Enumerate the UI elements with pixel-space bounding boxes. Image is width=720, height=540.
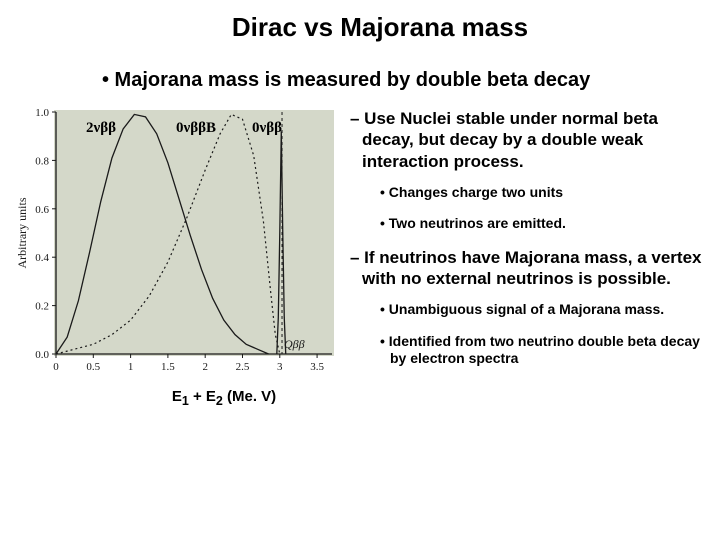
svg-text:0.4: 0.4: [35, 252, 49, 264]
label-0nubb: 0νββ: [252, 120, 282, 137]
content-row: 0.0 0.2 0.4 0.6 0.8 1.0 0 0.5 1 1.5 2 2.5 3 3.5 Arbitr…: [14, 102, 706, 408]
svg-text:0.8: 0.8: [35, 155, 49, 167]
chart-wrap: 0.0 0.2 0.4 0.6 0.8 1.0 0 0.5 1 1.5 2 2.5 3 3.5 Arbitr…: [14, 102, 344, 382]
bullet-level3: • Two neutrinos are emitted.: [380, 215, 706, 233]
bullet-level3: • Changes charge two units: [380, 184, 706, 202]
bullet-level1: • Majorana mass is measured by double be…: [102, 69, 706, 92]
svg-text:1.5: 1.5: [161, 361, 175, 373]
spectrum-chart: 0.0 0.2 0.4 0.6 0.8 1.0 0 0.5 1 1.5 2 2.5 3 3.5 Arbitr…: [14, 102, 344, 382]
svg-text:0: 0: [53, 361, 59, 373]
svg-text:1.0: 1.0: [35, 107, 49, 119]
svg-text:2.5: 2.5: [236, 361, 250, 373]
svg-text:0.0: 0.0: [35, 349, 49, 361]
slide-title: Dirac vs Majorana mass: [14, 12, 706, 43]
text-column: – Use Nuclei stable under normal beta de…: [344, 102, 706, 382]
label-0nubbB: 0νββB: [176, 120, 216, 137]
bullet-level3: • Identified from two neutrino double be…: [380, 333, 706, 368]
svg-text:0.5: 0.5: [86, 361, 100, 373]
chart-column: 0.0 0.2 0.4 0.6 0.8 1.0 0 0.5 1 1.5 2 2.5 3 3.5 Arbitr…: [14, 102, 344, 408]
svg-text:1: 1: [128, 361, 134, 373]
svg-text:2: 2: [202, 361, 208, 373]
label-2nubb: 2νββ: [86, 120, 116, 137]
bullet-level2: – If neutrinos have Majorana mass, a ver…: [350, 247, 706, 290]
svg-text:0.2: 0.2: [35, 301, 49, 313]
bullet-level3: • Unambiguous signal of a Majorana mass.: [380, 301, 706, 319]
x-axis-label: E1 + E2 (Me. V): [104, 388, 344, 408]
bullet-level2: – Use Nuclei stable under normal beta de…: [350, 108, 706, 172]
svg-text:Arbitrary units: Arbitrary units: [15, 197, 29, 268]
svg-text:Qββ: Qββ: [284, 337, 305, 351]
svg-text:0.6: 0.6: [35, 204, 49, 216]
svg-text:3: 3: [277, 361, 283, 373]
svg-text:3.5: 3.5: [310, 361, 324, 373]
